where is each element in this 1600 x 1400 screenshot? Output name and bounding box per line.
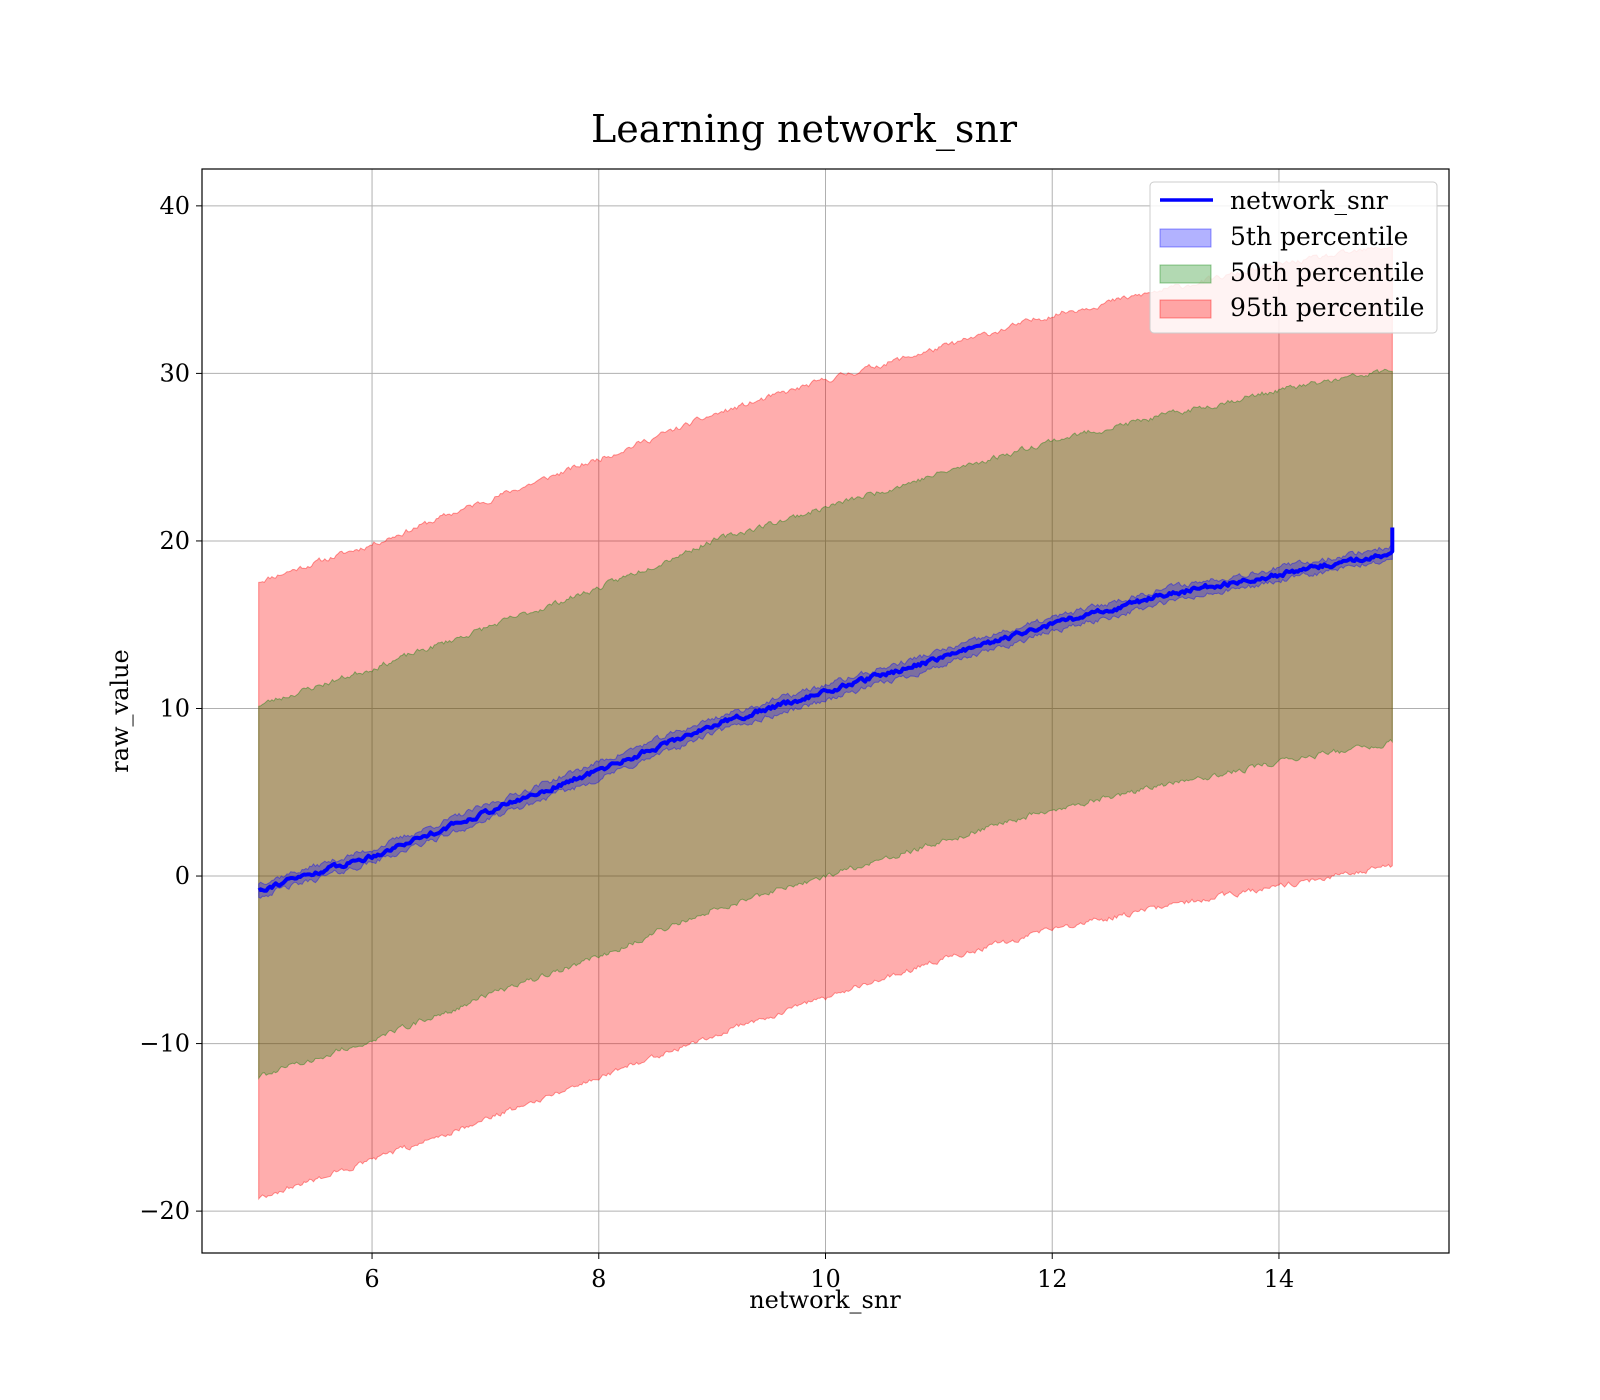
y-tick-label: 10 bbox=[159, 694, 190, 722]
y-tick-label: 20 bbox=[159, 527, 190, 555]
legend-label-50th: 50th percentile bbox=[1230, 258, 1424, 287]
y-tick-label: 0 bbox=[175, 862, 190, 890]
band-50th-percentile bbox=[258, 368, 1393, 1080]
x-tick-label: 10 bbox=[810, 1265, 841, 1293]
x-tick-label: 8 bbox=[591, 1265, 606, 1293]
legend-swatch-5th bbox=[1159, 228, 1212, 248]
legend-swatch-95th bbox=[1159, 299, 1212, 319]
x-tick-label: 12 bbox=[1037, 1265, 1068, 1293]
legend-label-95th: 95th percentile bbox=[1230, 293, 1424, 322]
legend-swatch-50th bbox=[1159, 264, 1212, 284]
network-snr-line bbox=[257, 527, 1395, 893]
grid-layer bbox=[202, 169, 1449, 1253]
y-tick-label: −20 bbox=[139, 1197, 190, 1225]
line-layer bbox=[257, 527, 1395, 893]
chart-title: Learning network_snr bbox=[591, 107, 1018, 152]
legend-label-network-snr: network_snr bbox=[1230, 186, 1388, 215]
y-tick-label: 40 bbox=[159, 192, 190, 220]
legend: network_snr 5th percentile 50th percenti… bbox=[1149, 181, 1438, 334]
band-5th-percentile bbox=[258, 544, 1393, 899]
y-tick-label: 30 bbox=[159, 359, 190, 387]
x-axis-label: network_snr bbox=[749, 1286, 901, 1314]
y-tick-label: −10 bbox=[139, 1030, 190, 1058]
band-95th-percentile bbox=[258, 244, 1393, 1201]
y-axis-label: raw_value bbox=[106, 649, 134, 773]
band-layer bbox=[258, 244, 1393, 1201]
legend-label-5th: 5th percentile bbox=[1230, 222, 1408, 251]
tick-layer: 6 8 10 12 14 −20 −10 0 10 20 30 40 bbox=[139, 192, 1294, 1293]
x-tick-label: 14 bbox=[1264, 1265, 1295, 1293]
legend-box bbox=[1149, 181, 1438, 334]
x-tick-label: 6 bbox=[364, 1265, 379, 1293]
